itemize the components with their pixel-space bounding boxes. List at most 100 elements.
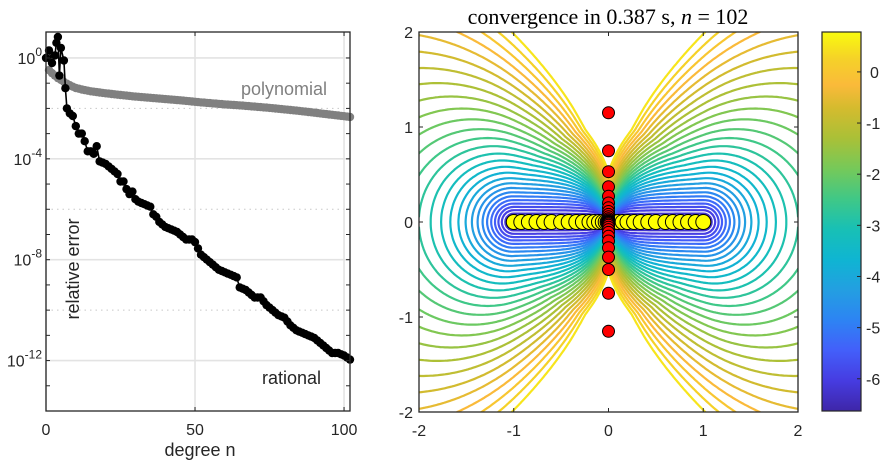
annotation-polynomial: polynomial [241, 79, 327, 99]
colorbar-ticks: 0 -1 -2 -3 -4 -5 -6 [857, 65, 880, 389]
x-tick-label: 2 [794, 423, 803, 440]
contour-line [419, 66, 798, 378]
colorbar-tick-label: -6 [866, 372, 880, 389]
data-point-rational [98, 158, 107, 167]
pole-point [602, 144, 615, 158]
pole-point [602, 286, 615, 300]
title-text: convergence in 0.387 s, [468, 4, 681, 29]
data-point-rational [319, 341, 328, 350]
y-tick-label: 100 [18, 45, 43, 68]
y-tick-label: -2 [399, 405, 413, 422]
x-tick-label: -2 [412, 423, 426, 440]
colorbar-tick-label: 0 [870, 65, 879, 82]
colorbar-gradient [821, 31, 862, 412]
contour-line [419, 118, 798, 326]
contour-line [419, 34, 798, 410]
pole-point [602, 324, 615, 338]
data-point-rational [277, 312, 286, 321]
contour-line [419, 50, 798, 394]
data-point-rational [271, 308, 280, 317]
data-point-rational [205, 258, 215, 267]
contour-line [490, 199, 727, 245]
sample-point [695, 214, 712, 230]
annotation-rational: rational [262, 368, 321, 388]
data-point-rational [77, 129, 87, 138]
data-point-rational [158, 220, 167, 229]
title-variable: n [681, 4, 692, 29]
data-point-rational [253, 293, 262, 302]
data-point-rational [53, 32, 63, 42]
data-point-rational [104, 162, 113, 171]
colorbar-tick-label: -4 [866, 269, 880, 286]
data-point-rational [80, 137, 89, 146]
contour-line [440, 159, 777, 285]
x-tick-label: 100 [331, 422, 358, 439]
contour-plot-ticks: -2 -1 0 1 2 2 1 0 -1 -2 [399, 25, 803, 440]
contour-plot: convergence in 0.387 s, n = 102 -2 -1 0 1 2 2… [399, 4, 803, 440]
data-point-rational [89, 149, 98, 158]
data-point-rational [170, 226, 179, 235]
y-axis-label: relative error [63, 218, 83, 319]
data-point-rational [59, 56, 69, 65]
colorbar-tick-label: -2 [866, 167, 880, 184]
x-tick-label: 0 [604, 423, 613, 440]
colorbar-tick-label: -3 [866, 218, 880, 235]
pole-point [602, 263, 615, 276]
pole-point [602, 250, 615, 264]
x-tick-label: -1 [507, 423, 521, 440]
data-point-rational [184, 235, 194, 244]
error-plot-axes-box [45, 31, 351, 412]
colorbar: 0 -1 -2 -3 -4 -5 -6 [821, 31, 880, 412]
data-point-rational [92, 142, 101, 151]
x-tick-label: 50 [186, 422, 204, 439]
pole-point [602, 106, 615, 120]
data-point-rational [128, 187, 137, 196]
contour-plot-title: convergence in 0.387 s, n = 102 [468, 4, 749, 29]
data-point-rational [313, 336, 322, 345]
y-tick-label: 10-12 [7, 348, 42, 371]
contour-line [510, 32, 707, 412]
data-point-rational [50, 51, 60, 60]
contour-line [500, 209, 717, 235]
data-point-rational [238, 284, 247, 293]
error-plot: 0 50 100 100 10-4 10-8 10-12 degree n relative… [7, 31, 358, 460]
data-point-rational [342, 353, 352, 362]
title-equation: = 102 [692, 4, 748, 29]
contour-line [419, 136, 798, 308]
contour-line [419, 82, 798, 362]
data-point-rational [259, 297, 268, 306]
y-tick-label: -1 [399, 310, 413, 327]
error-plot-ticks: 0 50 100 100 10-4 10-8 10-12 [7, 32, 358, 439]
contour-line [493, 202, 724, 242]
data-point-rational [44, 46, 54, 55]
x-tick-label: 1 [699, 423, 708, 440]
data-point-rational [56, 43, 66, 53]
y-tick-label: 2 [404, 25, 413, 42]
y-tick-label: 10-8 [14, 247, 43, 270]
pole-point [602, 165, 615, 179]
data-point-rational [55, 71, 64, 80]
data-point-rational [143, 201, 152, 210]
y-tick-label: 1 [404, 120, 413, 137]
data-point-rational [244, 288, 253, 297]
data-point-rational [229, 271, 238, 281]
data-point-rational [199, 253, 209, 262]
colorbar-tick-label: -1 [866, 116, 880, 133]
contour-line [419, 95, 798, 349]
data-point-rational [119, 177, 128, 186]
data-point-rational [71, 121, 81, 131]
contour-line [457, 171, 760, 273]
contour-markers [505, 106, 712, 338]
contour-line [486, 195, 731, 249]
x-tick-label: 0 [42, 422, 51, 439]
y-tick-label: 0 [404, 215, 413, 232]
data-point-rational [193, 244, 203, 253]
contour-line [419, 128, 798, 316]
data-point-rational [47, 58, 57, 68]
data-point-rational [110, 167, 119, 176]
colorbar-tick-label: -5 [866, 321, 880, 338]
data-point-rational [68, 111, 78, 121]
data-point-rational [61, 84, 70, 93]
contour-line [419, 145, 798, 299]
